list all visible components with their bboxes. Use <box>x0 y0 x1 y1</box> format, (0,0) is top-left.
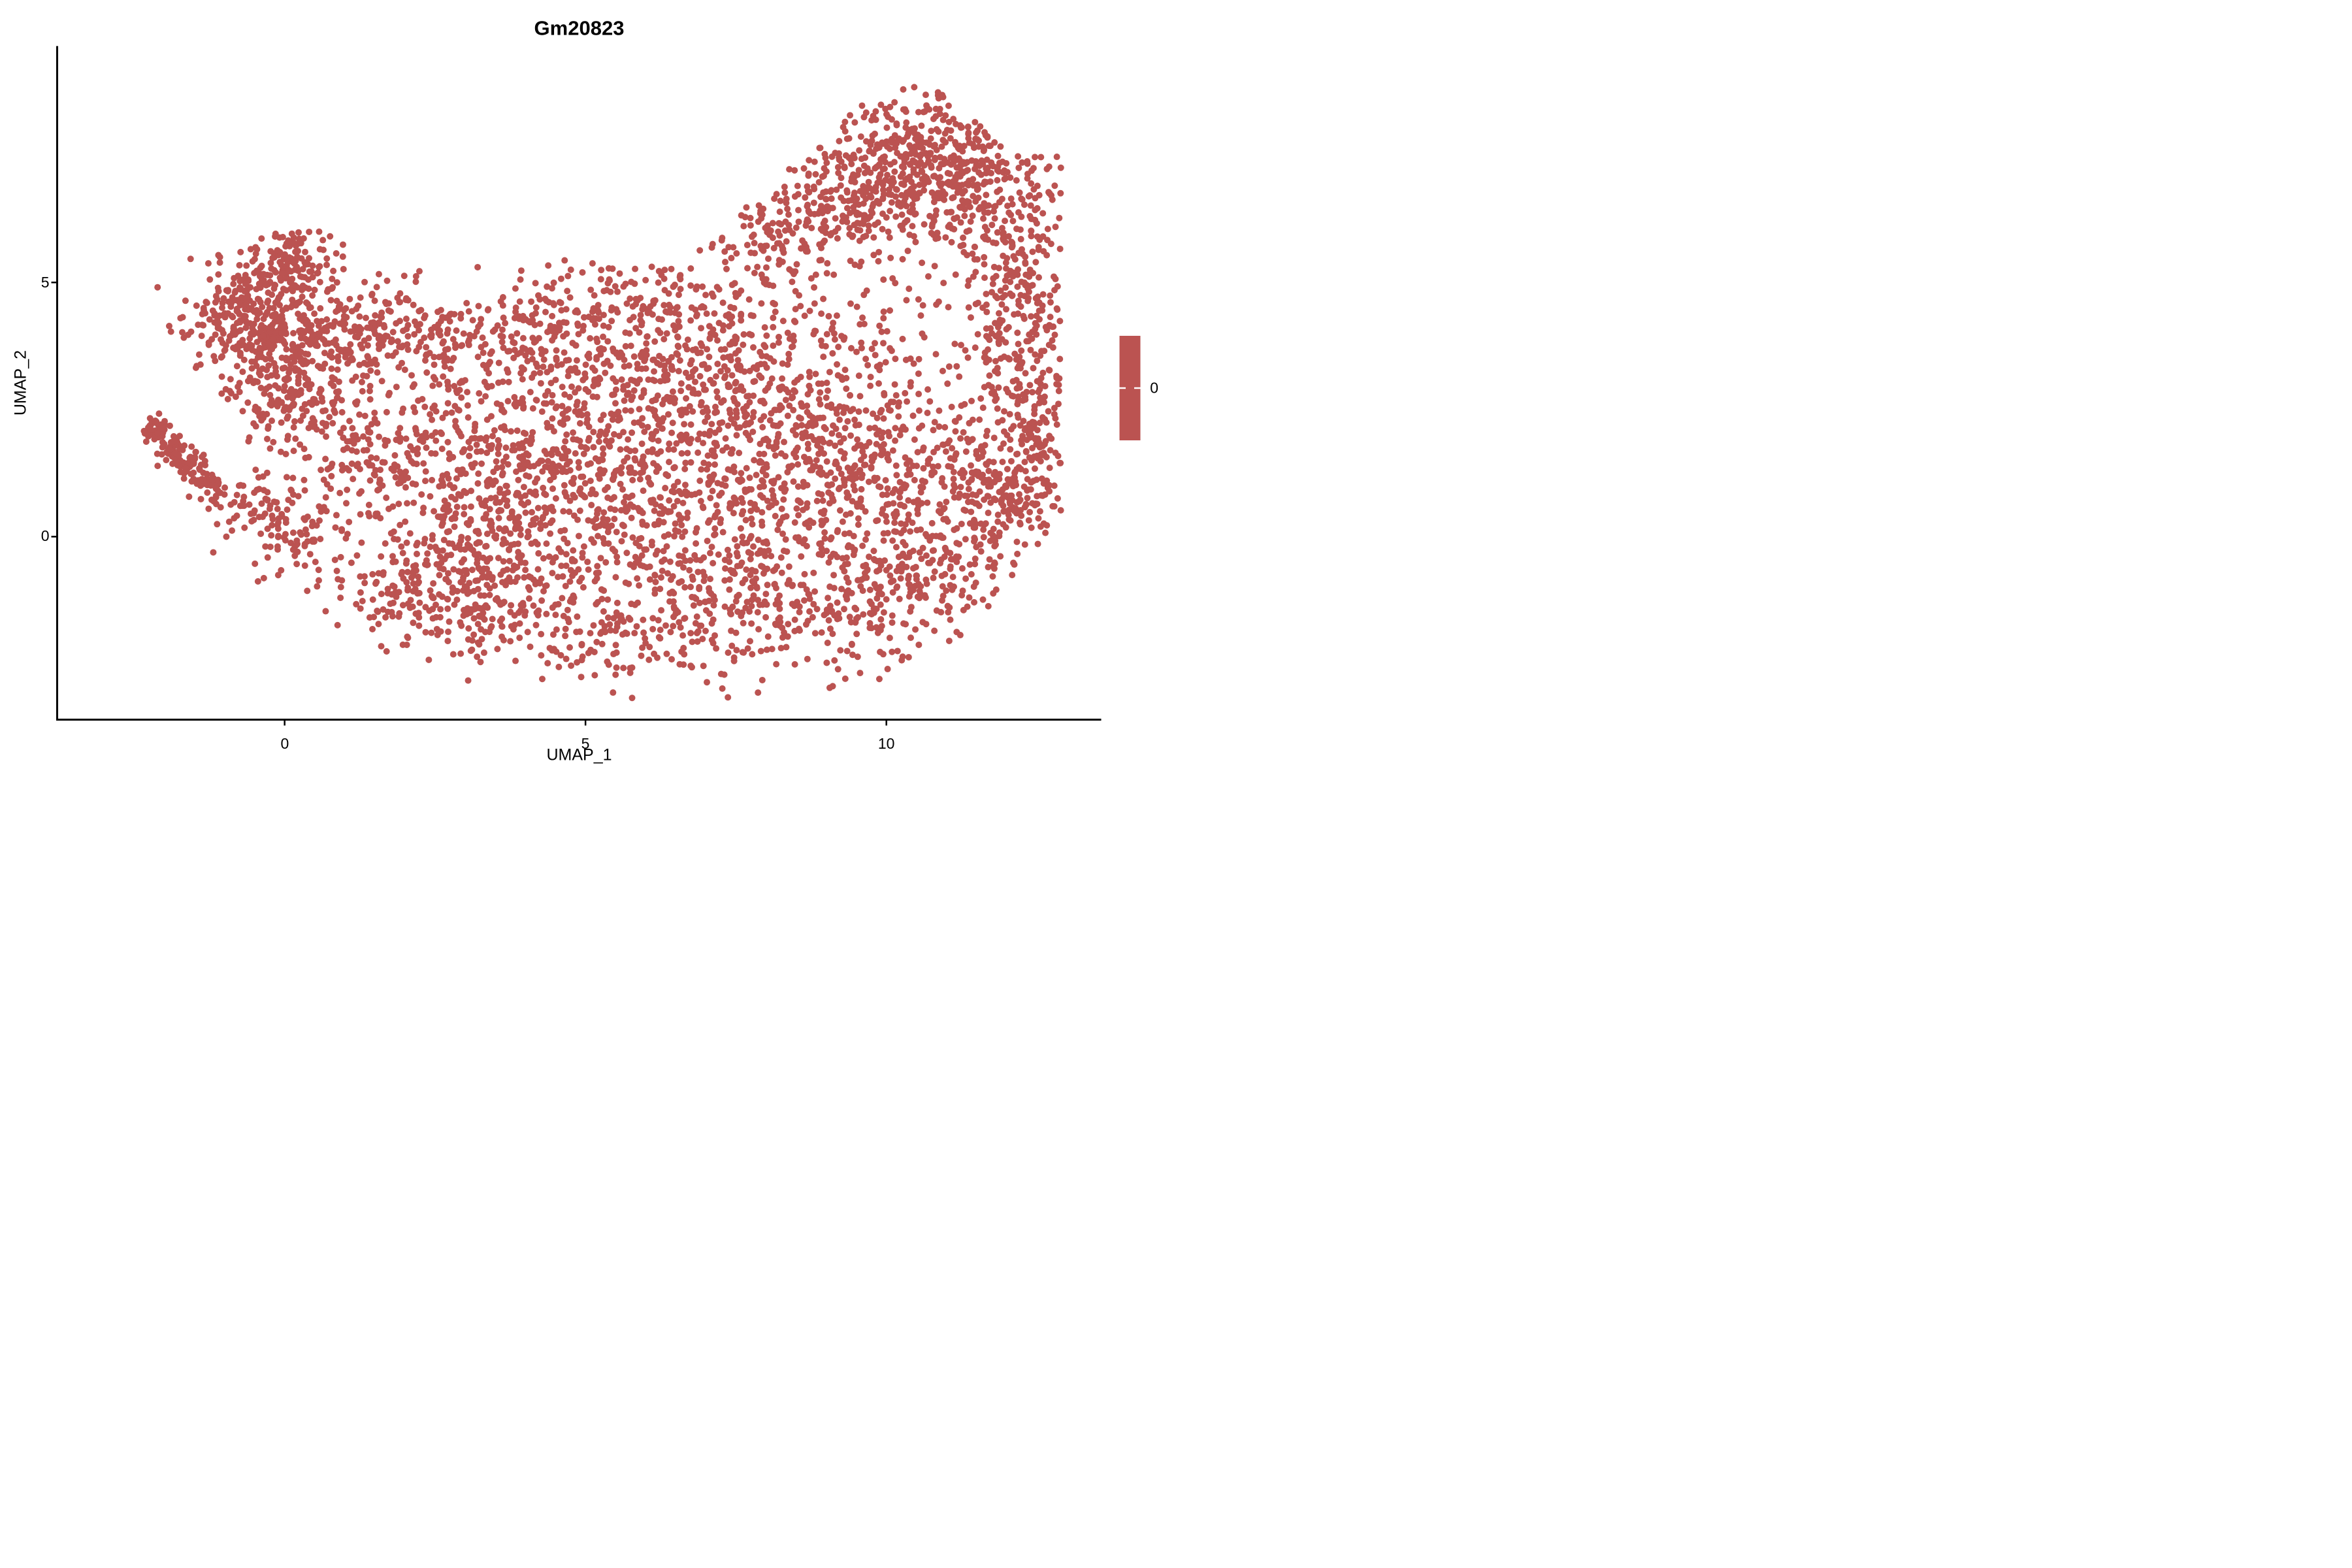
y-tick-label-0: 0 <box>41 527 50 545</box>
umap-feature-plot: Gm20823 UMAP_1 UMAP_2 5 0 0 5 10 0 <box>0 0 1176 784</box>
legend-colorbar <box>1119 336 1141 440</box>
x-axis-label: UMAP_1 <box>546 745 612 764</box>
chart-title: Gm20823 <box>534 16 625 40</box>
scatter-points <box>140 84 1064 702</box>
chart-canvas <box>51 46 1141 726</box>
x-tick-label-5: 5 <box>581 735 590 753</box>
y-axis-label: UMAP_2 <box>11 350 29 416</box>
x-tick-label-10: 10 <box>877 735 895 753</box>
axes <box>51 46 1102 726</box>
x-tick-label-0: 0 <box>280 735 289 753</box>
y-tick-label-5: 5 <box>41 273 50 291</box>
legend-tick-label: 0 <box>1150 379 1159 397</box>
